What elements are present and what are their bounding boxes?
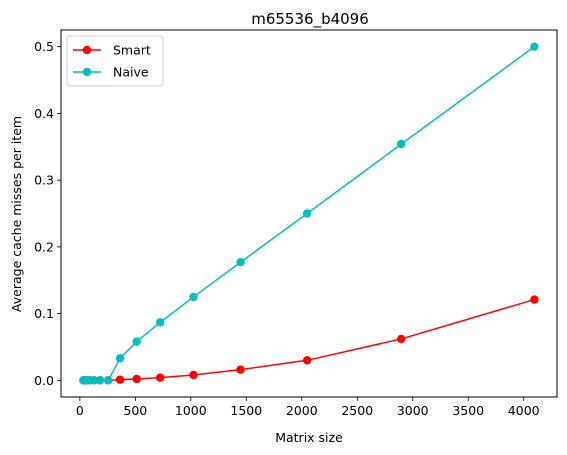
legend-items: Smart Naive: [73, 43, 151, 80]
data-point-naive: [302, 209, 312, 218]
data-point-smart: [236, 365, 245, 374]
x-tick-label: 3000: [397, 403, 429, 418]
data-point-naive: [530, 42, 539, 51]
x-tick-label: 2000: [286, 403, 318, 418]
plot-area-frame: [60, 29, 558, 398]
data-point-naive: [397, 139, 406, 149]
y-axis-ticks: 0.0 0.1 0.2 0.3 0.4 0.5: [34, 39, 61, 388]
x-tick-label: 1000: [175, 403, 207, 418]
data-point-smart: [397, 334, 406, 344]
legend-label-smart: Smart: [113, 43, 151, 58]
y-tick-label: 0.0: [34, 373, 54, 388]
data-point-smart: [530, 295, 539, 304]
data-point-naive: [89, 376, 99, 385]
y-tick-label: 0.2: [34, 239, 54, 254]
y-axis-label: Average cache misses per item: [9, 116, 24, 312]
data-point-naive: [104, 376, 113, 385]
data-point-smart: [156, 373, 165, 382]
data-point-naive: [236, 258, 245, 267]
y-tick-label: 0.5: [34, 39, 54, 54]
legend-box: [66, 35, 164, 87]
x-tick-label: 3500: [452, 403, 484, 418]
series-layer: [79, 42, 539, 385]
data-point-naive: [189, 292, 198, 302]
x-axis-ticks: 0 500 1000 1500 2000 2500 3000 3500 4000: [76, 397, 540, 418]
data-point-naive: [95, 376, 105, 385]
x-axis-label: Matrix size: [275, 430, 343, 445]
data-point-naive: [115, 354, 125, 363]
chart-title: m65536_b4096: [251, 10, 369, 29]
data-point-smart: [302, 356, 312, 365]
x-tick-label: 0: [76, 403, 84, 418]
data-point-smart: [115, 375, 125, 384]
y-tick-label: 0.4: [34, 106, 54, 121]
x-tick-label: 4000: [508, 403, 540, 418]
x-tick-label: 500: [123, 403, 147, 418]
x-tick-label: 1500: [230, 403, 262, 418]
x-tick-label: 2500: [341, 403, 373, 418]
legend-marker-smart: [82, 45, 92, 55]
legend: Smart Naive: [66, 35, 164, 87]
data-point-naive: [132, 337, 141, 346]
y-tick-label: 0.3: [34, 173, 54, 188]
legend-label-naive: Naive: [113, 65, 149, 80]
data-point-smart: [132, 374, 141, 384]
data-point-naive: [156, 318, 165, 327]
data-point-smart: [189, 370, 198, 380]
y-tick-label: 0.1: [34, 306, 54, 321]
legend-marker-naive: [82, 67, 92, 77]
